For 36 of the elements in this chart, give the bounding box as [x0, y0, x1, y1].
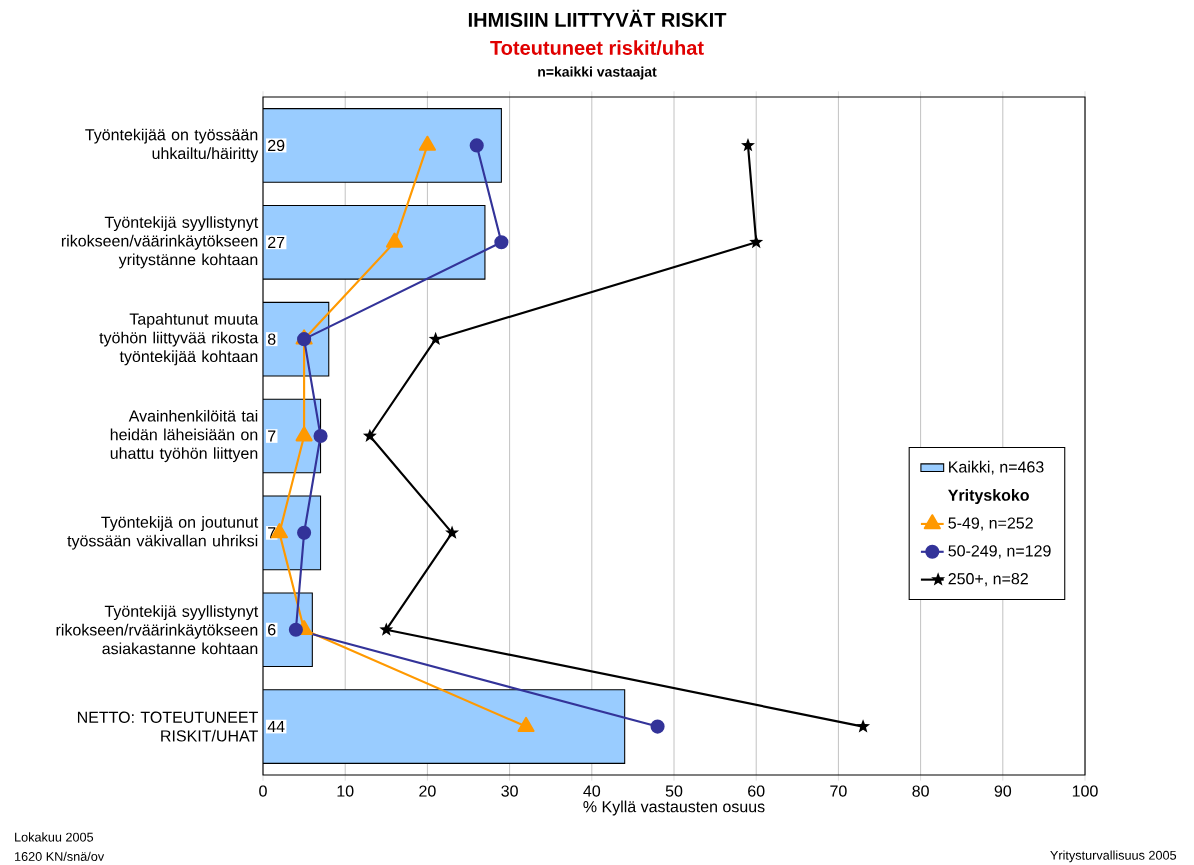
data-label: 8: [267, 333, 276, 345]
x-tick-label: 60: [748, 785, 765, 797]
legend-label: 50-249, n=129: [948, 545, 1051, 559]
text: Lokakuu 2005: [15, 832, 94, 842]
data-label: 7: [268, 430, 276, 442]
chart-subtitle: Toteutuneet riskit/uhat: [490, 40, 704, 56]
x-tick-label: 50: [665, 785, 683, 797]
text: 1620 KN/snä/ov: [15, 851, 105, 861]
chart-title: IHMISIIN LIITTYVÄT RISKIT: [468, 9, 727, 27]
x-tick-label: 100: [1072, 785, 1098, 797]
x-tick-label: 0: [259, 785, 267, 797]
x-tick-label: 30: [501, 785, 518, 797]
y-tick-label: Työntekijä on joutunut työssään väkivallan uhriksi: [67, 516, 259, 550]
y-tick-label: Tapahtunut muuta työhön liittyvää rikosta työntekijää kohtaan: [99, 313, 259, 366]
data-label: 27: [268, 236, 285, 248]
data-label: 29: [268, 139, 285, 152]
data-label: 44: [267, 721, 285, 733]
text: Yritysturvallisuus 2005: [1050, 850, 1177, 863]
y-tick-label: Työntekijää on työssään uhkailtu/häiritty: [85, 128, 259, 163]
x-tick-label: 10: [337, 785, 354, 797]
x-tick-label: 80: [912, 785, 929, 797]
y-tick-label: NETTO: TOTEUTUNEET RISKIT/UHAT: [77, 711, 258, 742]
x-axis-title: % Kyllä vastausten osuus: [583, 800, 765, 816]
y-tick-label: Työntekijä syyllistynyt rikokseen/rväärinkäytökseen asiakastanne kohtaan: [56, 605, 259, 655]
x-tick-label: 70: [830, 785, 847, 797]
x-tick-label: 20: [419, 785, 436, 797]
legend-label: 250+, n=82: [948, 573, 1028, 587]
x-tick-label: 90: [994, 785, 1012, 797]
legend-label: Kaikki, n=463: [949, 460, 1044, 475]
x-tick-label: 40: [583, 785, 601, 797]
text: n=kaikki vastaajat: [538, 66, 657, 80]
legend-label: 5-49, n=252: [948, 517, 1033, 531]
legend-title: Yrityskoko: [948, 489, 1029, 505]
y-tick-label: Avainhenkilöitä tai heidän läheisiään on uhattu työhön liittyen: [110, 409, 258, 463]
data-label: 6: [268, 624, 276, 636]
y-tick-label: Työntekijä syyllistynyt rikokseen/väärinkäytökseen yritystänne kohtaan: [61, 216, 259, 269]
